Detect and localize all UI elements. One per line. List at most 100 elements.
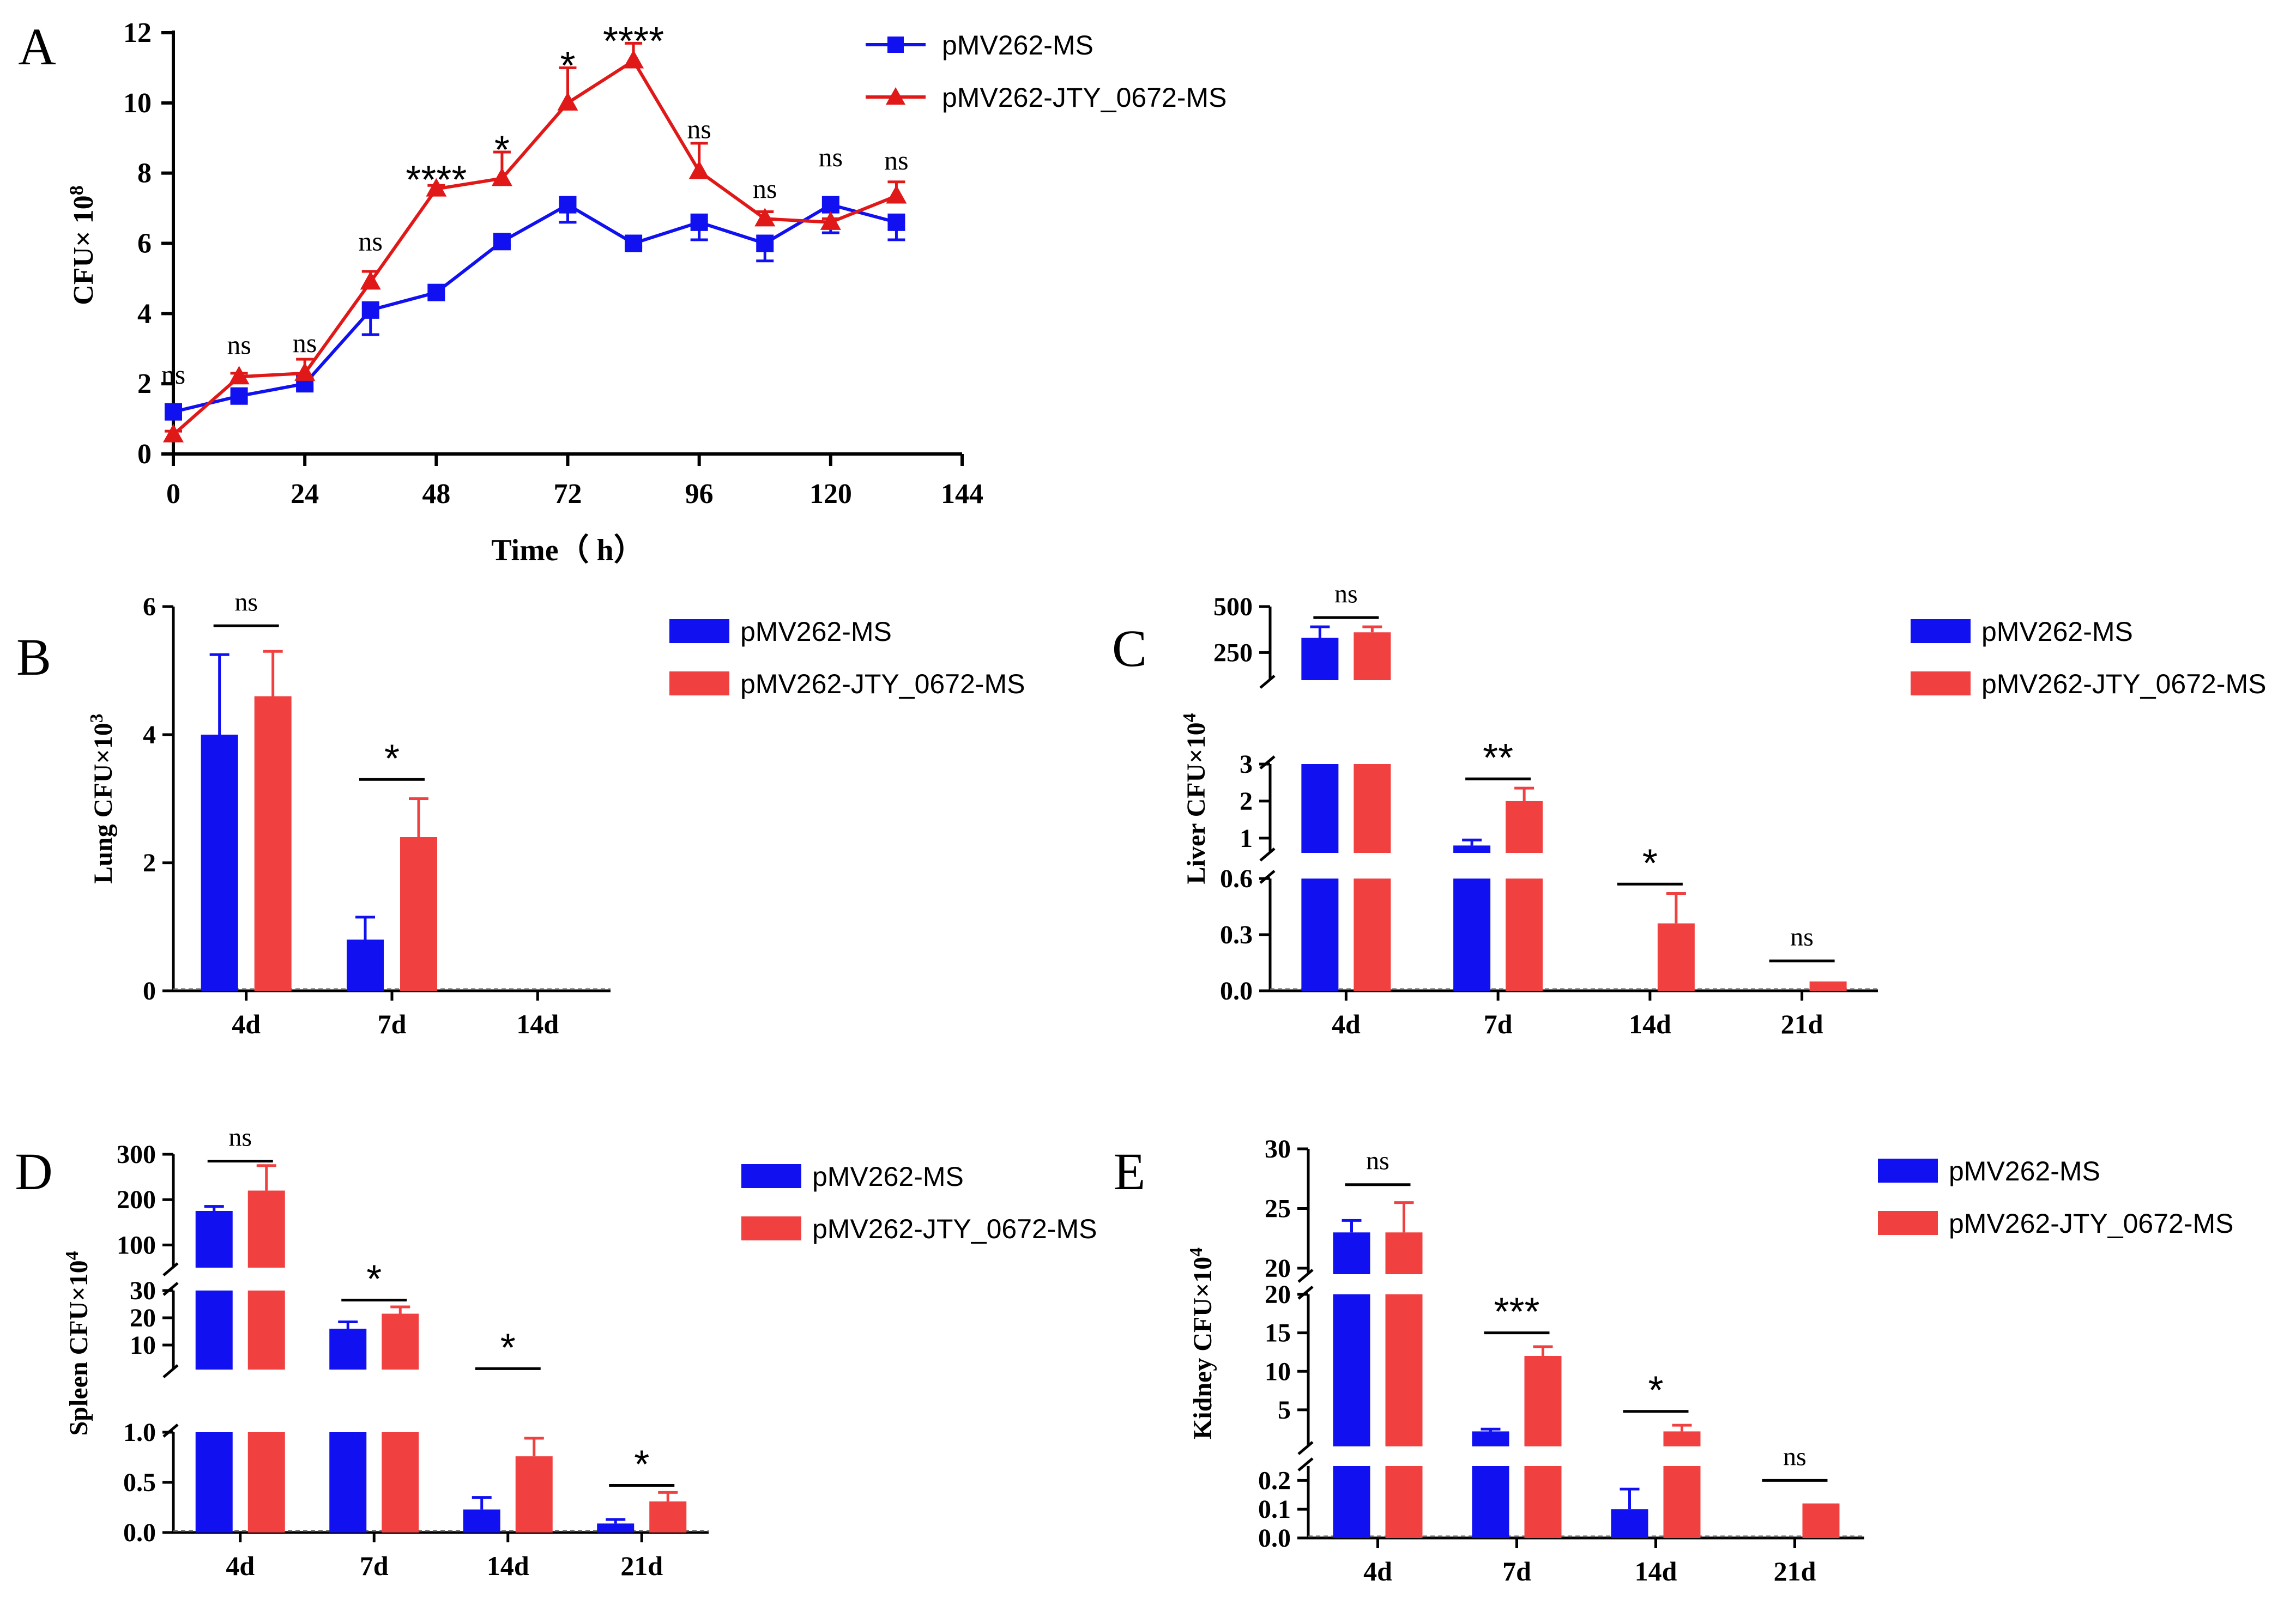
bar-jty bbox=[1354, 632, 1391, 680]
bar-jty bbox=[247, 1190, 285, 1268]
bar-jty bbox=[649, 1501, 687, 1533]
y-tick-label: 5 bbox=[1278, 1396, 1291, 1425]
axis-break bbox=[1259, 847, 1276, 862]
data-point bbox=[163, 423, 184, 443]
significance-label: * bbox=[500, 1326, 516, 1370]
bar-ms bbox=[1333, 1466, 1370, 1538]
bar-ms bbox=[1453, 879, 1491, 991]
bar-jty bbox=[1524, 1356, 1562, 1446]
legend-jty-swatch bbox=[741, 1216, 801, 1240]
x-tick-label: 4d bbox=[1363, 1556, 1392, 1586]
y-tick-label: 0.6 bbox=[1220, 864, 1253, 893]
x-axis-label: Time（ h） bbox=[491, 533, 644, 567]
legend-jty-label: pMV262-JTY_0672-MS bbox=[942, 82, 1226, 113]
y-tick-label: 0.3 bbox=[1220, 920, 1253, 949]
y-axis-label-text: Kidney CFU×10 bbox=[1188, 1257, 1217, 1439]
x-tick-label: 21d bbox=[1781, 1009, 1823, 1039]
y-axis-label: Kidney CFU×104 bbox=[1186, 1247, 1217, 1439]
bar-ms bbox=[329, 1432, 367, 1533]
x-tick-label: 72 bbox=[554, 479, 582, 510]
bar-ms bbox=[195, 1211, 233, 1268]
x-tick-label: 14d bbox=[1635, 1556, 1677, 1586]
axis-break bbox=[162, 1364, 179, 1378]
data-point bbox=[625, 234, 643, 252]
y-tick-label: 0.2 bbox=[1258, 1466, 1291, 1495]
y-tick-label: 0.5 bbox=[123, 1468, 156, 1497]
bar-ms bbox=[201, 735, 238, 991]
legend-jty-label: pMV262-JTY_0672-MS bbox=[1981, 669, 2266, 699]
bar-jty bbox=[1663, 1466, 1701, 1538]
bar-jty bbox=[1524, 1466, 1562, 1538]
panel-c: C 0.0 0.3 0.6 1 2 3 250 500 Liver CFU×104 4d 7d 14d 2… bbox=[1112, 579, 2266, 1039]
y-tick-label: 10 bbox=[123, 88, 152, 119]
significance-label: ns bbox=[753, 173, 777, 204]
axis-break bbox=[1297, 1269, 1314, 1283]
panel-e-legend: pMV262-MS pMV262-JTY_0672-MS bbox=[1878, 1156, 2233, 1239]
bar-ms bbox=[329, 1329, 367, 1370]
significance-label: ns bbox=[227, 329, 251, 360]
bar-ms bbox=[1472, 1431, 1509, 1446]
bar-jty bbox=[247, 1432, 285, 1533]
y-tick-label: 250 bbox=[1213, 638, 1253, 667]
data-point bbox=[493, 233, 511, 251]
axis-break bbox=[162, 1424, 179, 1438]
bar-ms bbox=[1301, 638, 1339, 680]
panel-a-legend: pMV262-MS pMV262-JTY_0672-MS bbox=[866, 30, 1226, 113]
y-tick-label: 30 bbox=[1265, 1135, 1291, 1164]
legend-ms-swatch bbox=[741, 1164, 801, 1188]
y-axis-label: Spleen CFU×104 bbox=[62, 1251, 93, 1436]
y-tick-label: 25 bbox=[1265, 1195, 1291, 1224]
y-tick-label: 0 bbox=[143, 977, 156, 1006]
panel-label: C bbox=[1112, 619, 1147, 677]
data-point bbox=[426, 178, 447, 197]
y-tick-label: 2 bbox=[143, 849, 156, 877]
x-tick-label: 14d bbox=[1629, 1009, 1671, 1039]
data-point bbox=[623, 50, 644, 69]
data-point bbox=[887, 213, 905, 231]
panel-c-legend: pMV262-MS pMV262-JTY_0672-MS bbox=[1911, 616, 2266, 699]
legend-jty-label: pMV262-JTY_0672-MS bbox=[1949, 1208, 2233, 1239]
data-point bbox=[754, 208, 776, 227]
y-tick-label: 15 bbox=[1265, 1319, 1291, 1348]
significance-label: ns bbox=[687, 113, 711, 144]
legend-jty-swatch bbox=[669, 671, 729, 695]
y-axis-label: Liver CFU×104 bbox=[1180, 713, 1211, 884]
bar-jty bbox=[1354, 879, 1391, 991]
significance-label: ** bbox=[1483, 736, 1513, 780]
bar-ms bbox=[1333, 1232, 1370, 1274]
y-tick-label: 20 bbox=[1265, 1280, 1291, 1309]
bar-jty bbox=[1809, 981, 1847, 991]
data-point bbox=[228, 366, 250, 385]
y-tick-label: 100 bbox=[117, 1231, 156, 1259]
y-tick-label: 0.0 bbox=[123, 1518, 156, 1547]
significance-label: ns bbox=[359, 226, 383, 256]
bar-jty bbox=[1657, 923, 1695, 991]
significance-label: **** bbox=[406, 158, 467, 202]
legend-ms-label: pMV262-MS bbox=[740, 616, 892, 647]
y-tick-label: 0.1 bbox=[1258, 1495, 1291, 1524]
x-tick-label: 7d bbox=[1502, 1556, 1531, 1586]
y-tick-label: 30 bbox=[130, 1276, 156, 1305]
bar-ms bbox=[1301, 764, 1339, 853]
significance-label: ns bbox=[228, 1123, 252, 1152]
legend-ms-marker bbox=[887, 37, 904, 53]
series-line bbox=[172, 58, 897, 436]
axis-break bbox=[1297, 1457, 1314, 1471]
significance-label: ns bbox=[293, 328, 317, 358]
legend-jty-swatch bbox=[1878, 1211, 1938, 1235]
axis-break bbox=[1297, 1286, 1314, 1300]
legend-ms-label: pMV262-MS bbox=[942, 30, 1093, 60]
y-axis-label-exponent: 8 bbox=[65, 185, 87, 195]
data-point bbox=[690, 213, 708, 231]
panel-label: A bbox=[18, 17, 56, 76]
y-tick-label: 10 bbox=[130, 1331, 156, 1360]
significance-label: * bbox=[560, 44, 575, 88]
legend-ms-swatch bbox=[1878, 1159, 1938, 1183]
y-tick-label: 1.0 bbox=[123, 1418, 156, 1447]
significance-label: ns bbox=[1334, 579, 1358, 608]
x-tick-label: 21d bbox=[1774, 1556, 1816, 1586]
data-point bbox=[491, 167, 512, 186]
bar-ms bbox=[463, 1509, 500, 1533]
